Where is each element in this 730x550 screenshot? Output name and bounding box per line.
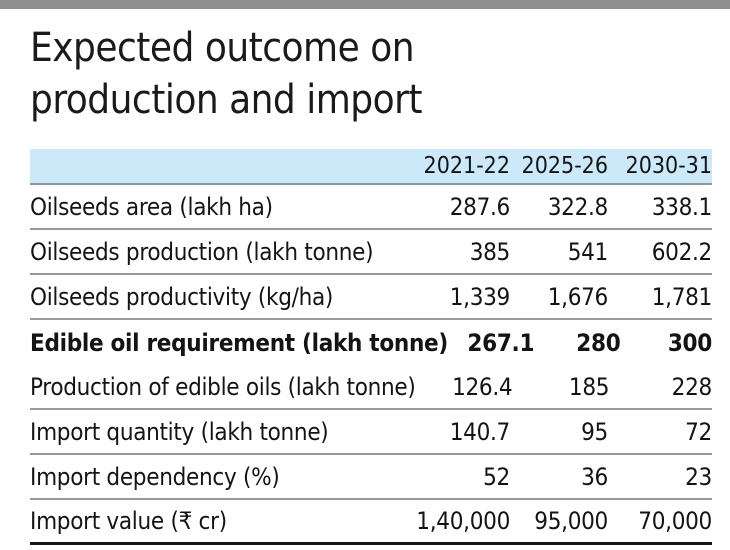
row-value: 1,781 <box>651 282 713 311</box>
row-value: 52 <box>483 462 510 491</box>
row-value: 338.1 <box>651 192 713 221</box>
row-label: Oilseeds production (lakh tonne) <box>30 237 374 266</box>
row-value: 322.8 <box>547 192 609 221</box>
page-title-line1: Expected outcome on <box>30 25 415 71</box>
row-value: 602.2 <box>651 237 713 266</box>
row-value: 1,339 <box>449 282 511 311</box>
row-value: 280 <box>576 328 621 357</box>
table-row: Production of edible oils (lakh tonne) 1… <box>30 365 712 410</box>
table-row: Import value (₹ cr) 1,40,000 95,000 70,0… <box>30 500 712 545</box>
row-value: 267.1 <box>467 328 535 357</box>
table-row: Import dependency (%) 52 36 23 <box>30 455 712 500</box>
row-label: Edible oil requirement (lakh tonne) <box>30 328 448 357</box>
row-label: Import value (₹ cr) <box>30 507 227 535</box>
row-value: 95 <box>581 417 608 446</box>
infographic: Expected outcome on production and impor… <box>0 22 730 545</box>
row-label: Oilseeds productivity (kg/ha) <box>30 282 334 311</box>
row-value: 1,40,000 <box>416 507 510 535</box>
table-row: Oilseeds area (lakh ha) 287.6 322.8 338.… <box>30 185 712 230</box>
row-value: 287.6 <box>449 192 511 221</box>
column-header-2025-26: 2025-26 <box>521 153 608 179</box>
table-row: Oilseeds production (lakh tonne) 385 541… <box>30 230 712 275</box>
row-label: Import quantity (lakh tonne) <box>30 417 329 446</box>
row-label: Oilseeds area (lakh ha) <box>30 192 273 221</box>
row-value: 36 <box>581 462 608 491</box>
row-value: 95,000 <box>534 507 608 535</box>
row-value: 228 <box>671 372 713 401</box>
row-value: 300 <box>667 328 712 357</box>
table-header-row: 2021-22 2025-26 2030-31 <box>30 149 712 185</box>
row-value: 185 <box>568 372 610 401</box>
row-value: 1,676 <box>547 282 609 311</box>
column-header-2030-31: 2030-31 <box>625 153 712 179</box>
table-row: Oilseeds productivity (kg/ha) 1,339 1,67… <box>30 275 712 320</box>
data-table: 2021-22 2025-26 2030-31 Oilseeds area (l… <box>30 149 712 545</box>
page-title-line2: production and import <box>30 77 423 123</box>
page-title: Expected outcome on production and impor… <box>30 22 712 126</box>
row-value: 72 <box>685 417 712 446</box>
row-value: 23 <box>685 462 712 491</box>
column-header-2021-22: 2021-22 <box>423 153 510 179</box>
row-value: 385 <box>469 237 511 266</box>
top-divider-bar <box>0 0 730 9</box>
row-value: 70,000 <box>638 507 712 535</box>
table-row: Import quantity (lakh tonne) 140.7 95 72 <box>30 410 712 455</box>
row-label: Production of edible oils (lakh tonne) <box>30 372 416 401</box>
row-value: 541 <box>567 237 609 266</box>
table-row-emphasis: Edible oil requirement (lakh tonne) 267.… <box>30 320 712 365</box>
row-value: 140.7 <box>449 417 511 446</box>
row-value: 126.4 <box>452 372 513 401</box>
row-label: Import dependency (%) <box>30 462 280 491</box>
